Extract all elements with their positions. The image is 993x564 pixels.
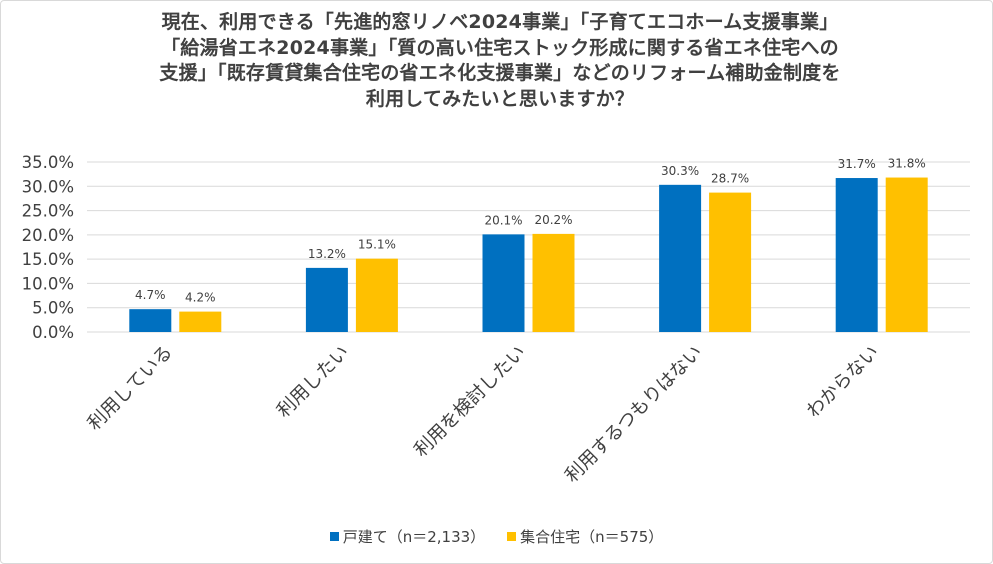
bar: [659, 184, 702, 332]
title-line: 支援」「既存賃貸集合住宅の省エネ化支援事業」などのリフォーム補助金制度を: [159, 62, 841, 84]
y-tick-label: 5.0%: [32, 299, 74, 318]
bar: [885, 177, 928, 332]
bar: [355, 258, 398, 332]
bar: [129, 309, 172, 332]
x-category-label: 利用を検討したい: [411, 342, 531, 462]
bar: [532, 233, 575, 332]
data-label: 28.7%: [711, 172, 749, 186]
data-label: 30.3%: [661, 164, 699, 178]
bar: [709, 192, 752, 332]
title-line: 利用してみたいと思いますか？: [365, 87, 635, 110]
chart-title: 現在、利用できる「先進的窓リノベ2024事業」「子育てエコホーム支援事業」 「給…: [90, 10, 910, 112]
data-label: 15.1%: [358, 238, 396, 252]
x-category-label: 利用するつもりはない: [561, 342, 706, 487]
data-label: 4.7%: [135, 288, 166, 302]
bar: [482, 234, 525, 332]
legend-swatch-apartment: [507, 531, 517, 541]
bar: [835, 178, 878, 332]
data-label: 4.2%: [185, 291, 216, 305]
legend-item-detached: 戸建て（n＝2,133）: [329, 526, 486, 547]
data-label: 20.2%: [534, 213, 572, 227]
data-label: 31.7%: [838, 157, 876, 171]
legend-swatch-detached: [329, 531, 339, 541]
legend-label-apartment: 集合住宅（n＝575）: [520, 527, 664, 546]
data-label: 13.2%: [308, 247, 346, 261]
y-tick-label: 25.0%: [22, 202, 74, 221]
title-line: 現在、利用できる「先進的窓リノベ2024事業」「子育てエコホーム支援事業」: [161, 11, 839, 33]
bar: [179, 311, 222, 332]
data-label: 31.8%: [888, 157, 926, 171]
y-tick-label: 20.0%: [22, 226, 74, 245]
y-tick-label: 30.0%: [22, 177, 74, 196]
y-tick-label: 35.0%: [22, 153, 74, 172]
x-category-label: わからない: [803, 342, 883, 422]
x-category-label: 利用したい: [273, 342, 353, 422]
y-tick-label: 0.0%: [32, 323, 74, 342]
title-line: 「給湯省エネ2024事業」「質の高い住宅ストック形成に関する省エネ住宅への: [161, 36, 839, 59]
y-tick-label: 15.0%: [22, 250, 74, 269]
y-tick-label: 10.0%: [22, 274, 74, 293]
bar: [305, 267, 348, 332]
legend: 戸建て（n＝2,133） 集合住宅（n＝575）: [0, 526, 993, 546]
legend-label-detached: 戸建て（n＝2,133）: [342, 527, 486, 546]
x-category-label: 利用している: [84, 342, 177, 435]
legend-item-apartment: 集合住宅（n＝575）: [507, 526, 663, 547]
data-label: 20.1%: [484, 213, 522, 227]
